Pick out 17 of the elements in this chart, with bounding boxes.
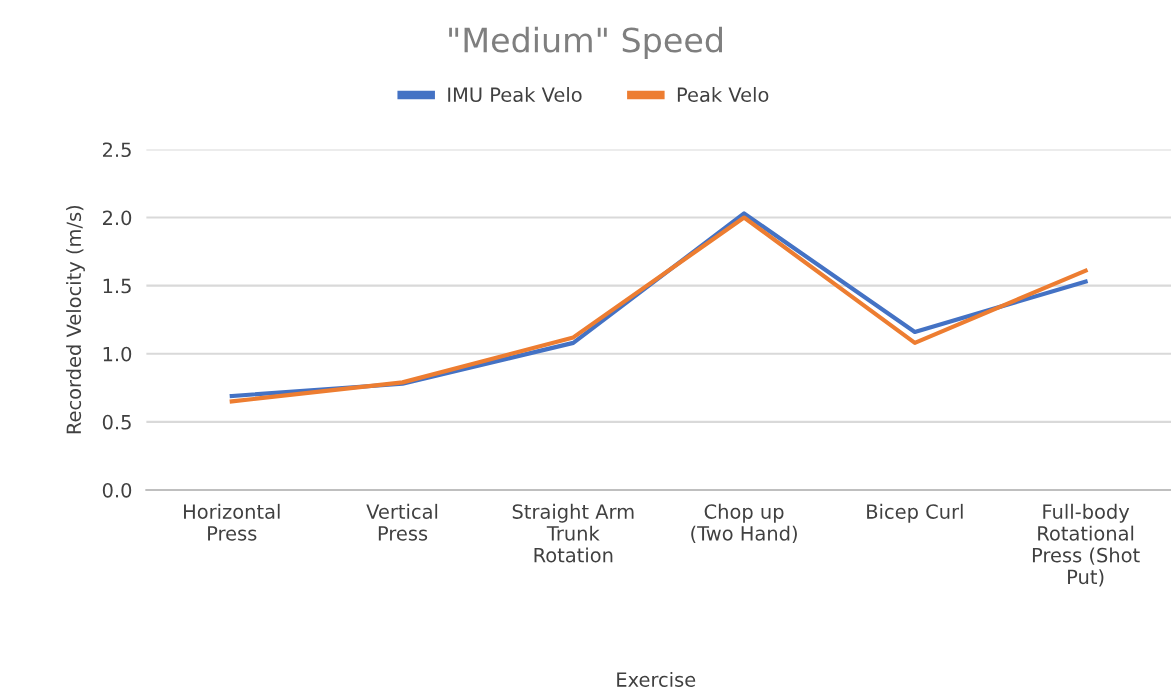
y-axis-title: Recorded Velocity (m/s): [66, 205, 85, 434]
x-tick-label: Full-body Rotational Press (Shot Put): [1032, 503, 1140, 587]
legend-label: IMU Peak Velo: [448, 87, 582, 103]
y-tick-label: 1.5: [103, 278, 131, 294]
x-tick-label: Chop up (Two Hand): [691, 503, 797, 543]
chart-title: "Medium" Speed: [449, 26, 722, 60]
x-tick-label: Straight Arm Trunk Rotation: [512, 503, 634, 563]
x-tick-label: Bicep Curl: [867, 503, 963, 523]
y-tick-label: 2.5: [102, 142, 131, 158]
legend-label: Peak Velo: [677, 87, 769, 103]
y-tick-label: 2.0: [102, 210, 132, 226]
x-tick-label: Vertical Press: [366, 503, 438, 541]
y-tick-label: 0.0: [102, 482, 132, 498]
y-tick-label: 1.0: [103, 346, 132, 362]
y-tick-label: 0.5: [102, 414, 131, 430]
x-tick-label: Horizontal Press: [184, 503, 280, 541]
x-axis-title: Exercise: [617, 671, 696, 687]
